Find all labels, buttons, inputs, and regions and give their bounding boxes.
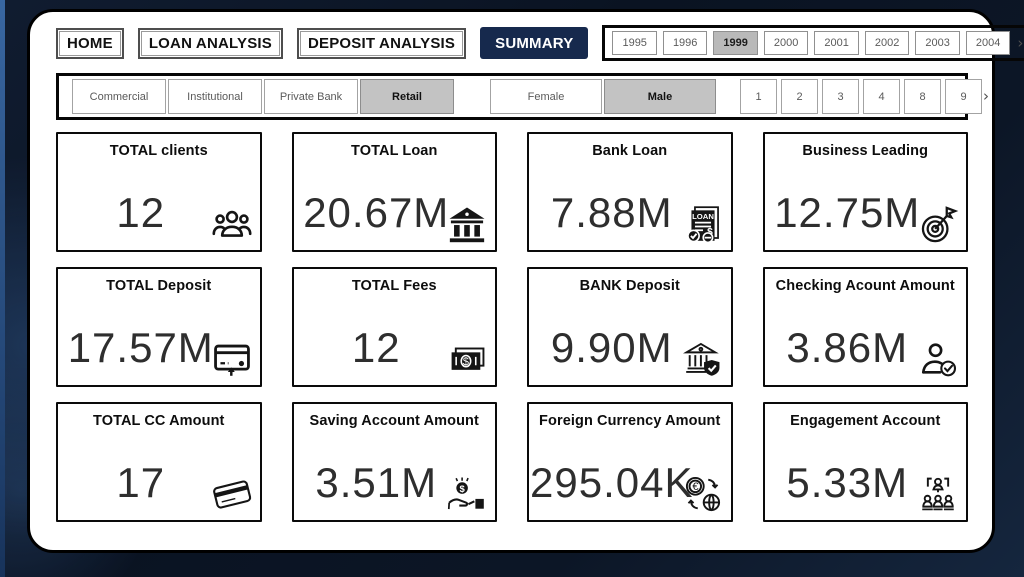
card-title: TOTAL clients [109,143,208,159]
gender-filter: Female Male [490,79,716,114]
number-filter: 1 2 3 4 8 9 [740,79,982,114]
gender-male[interactable]: Male [604,79,716,114]
gender-female[interactable]: Female [490,79,602,114]
person-check-icon [921,343,957,377]
svg-text:€: € [692,481,699,493]
kpi-card-total-deposit: TOTAL Deposit 17.57M [56,267,262,387]
card-value: 12 [351,324,401,371]
filter-bar: Commercial Institutional Private Bank Re… [56,73,989,120]
tab-summary[interactable]: SUMMARY [480,27,589,59]
year-1996[interactable]: 1996 [662,31,708,55]
card-title: TOTAL CC Amount [93,413,225,429]
kpi-card-foreign-currency: Foreign Currency Amount 295.04K € [527,402,733,522]
year-filter: 1995 1996 1999 2000 2001 2002 2003 2004 … [602,25,1024,61]
svg-text:LOAN: LOAN [692,212,714,221]
segment-private-bank[interactable]: Private Bank [264,79,358,114]
svg-text:$: $ [463,356,469,368]
kpi-card-checking-account: Checking Acount Amount 3.86M [762,267,968,387]
tab-home[interactable]: HOME [56,27,124,59]
dashboard-panel: HOME LOAN ANALYSIS DEPOSIT ANALYSIS SUMM… [27,9,1024,553]
people-presentation-icon [922,477,954,511]
bank-shield-icon [682,342,719,376]
credit-card-icon [212,480,251,509]
kpi-card-bank-loan: Bank Loan 7.88M LOAN $ [527,132,733,252]
number-1[interactable]: 1 [740,79,777,114]
kpi-grid: TOTAL clients 12 TOTAL Loan 20.67M Bank … [56,132,968,522]
kpi-card-total-loan: TOTAL Loan 20.67M [291,132,497,252]
card-value: 295.04K [530,459,694,506]
card-value: 12.75M [774,189,921,236]
year-2001[interactable]: 2001 [814,31,859,55]
svg-text:$: $ [707,227,713,238]
year-2003[interactable]: 2003 [915,31,960,55]
year-2004[interactable]: 2004 [965,31,1011,55]
bank-icon [449,207,485,243]
tab-loan-analysis[interactable]: LOAN ANALYSIS [137,27,283,59]
card-title: Checking Acount Amount [775,278,955,294]
card-value: 7.88M [550,189,673,236]
segment-commercial[interactable]: Commercial [72,79,166,114]
year-next-chevron-icon[interactable]: › [1017,33,1024,52]
client-segment-filter: Commercial Institutional Private Bank Re… [72,79,454,114]
kpi-card-total-cc-amount: TOTAL CC Amount 17 [56,402,262,522]
kpi-card-saving-account: Saving Account Amount 3.51M $ [291,402,497,522]
kpi-card-total-clients: TOTAL clients 12 [56,132,262,252]
number-3[interactable]: 3 [822,79,859,114]
nav-bar: HOME LOAN ANALYSIS DEPOSIT ANALYSIS SUMM… [56,25,1024,61]
card-title: Foreign Currency Amount [539,413,721,429]
year-1995[interactable]: 1995 [612,31,657,55]
banknote-icon: $ [451,347,485,370]
number-4[interactable]: 4 [863,79,900,114]
card-value: 20.67M [303,189,450,236]
card-title: BANK Deposit [579,278,680,294]
number-2[interactable]: 2 [781,79,818,114]
card-value: 12 [116,189,166,236]
year-2002[interactable]: 2002 [864,31,910,55]
card-value: 3.86M [786,324,909,371]
card-title: Business Leading [802,143,929,159]
segment-institutional[interactable]: Institutional [168,79,262,114]
kpi-card-bank-deposit: BANK Deposit 9.90M [527,267,733,387]
kpi-card-engagement-account: Engagement Account 5.33M [762,402,968,522]
users-icon [211,210,252,237]
card-title: Saving Account Amount [309,413,479,429]
year-1999[interactable]: 1999 [713,31,758,55]
segment-retail[interactable]: Retail [360,79,454,114]
kpi-card-business-leading: Business Leading 12.75M [762,132,968,252]
year-2000[interactable]: 2000 [763,31,809,55]
target-flag-icon [921,206,959,243]
currency-exchange-icon: € [685,476,720,512]
tab-deposit-analysis[interactable]: DEPOSIT ANALYSIS [296,27,467,59]
card-title: Engagement Account [790,413,941,429]
card-value: 9.90M [550,324,673,371]
card-title: TOTAL Loan [351,143,438,159]
card-title: TOTAL Fees [351,278,437,294]
number-8[interactable]: 8 [904,79,941,114]
loan-document-icon: LOAN $ [686,206,719,244]
card-value: 5.33M [786,459,909,506]
card-deposit-icon [213,344,250,376]
card-value: 3.51M [315,459,438,506]
card-value: 17 [116,459,166,506]
kpi-card-total-fees: TOTAL Fees 12 $ [291,267,497,387]
card-value: 17.57M [67,324,214,371]
hand-coin-icon: $ [447,477,484,510]
svg-text:$: $ [459,484,465,495]
card-title: Bank Loan [592,143,668,159]
card-title: TOTAL Deposit [106,278,212,294]
filter-next-chevron-icon[interactable]: › [983,87,989,105]
number-9[interactable]: 9 [945,79,982,114]
